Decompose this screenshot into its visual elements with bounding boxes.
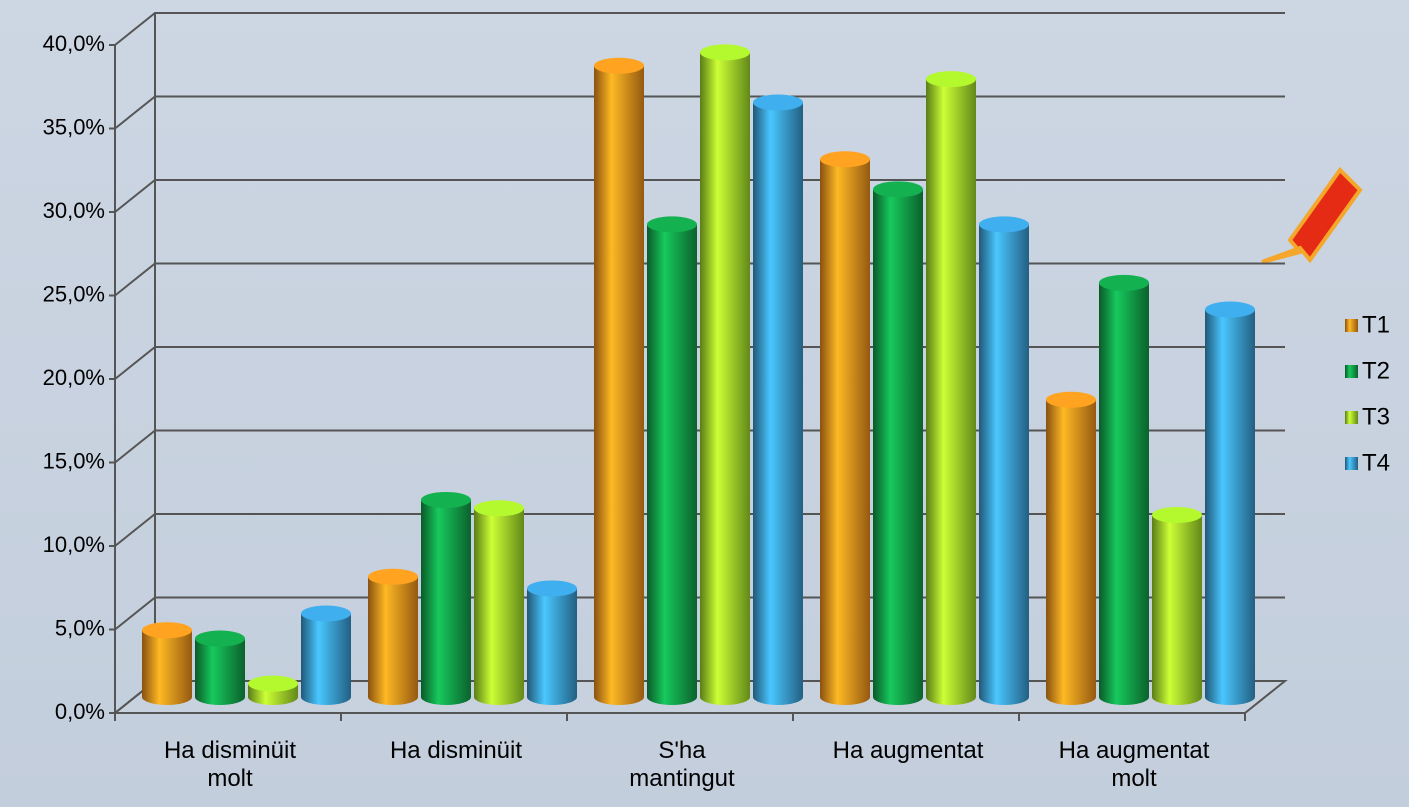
arrow (1261, 166, 1363, 264)
bar (301, 613, 351, 697)
x-tick-label: S'ha mantingut (629, 737, 735, 792)
bar-top (248, 675, 298, 692)
bar-top (1205, 301, 1255, 318)
bar-top (1046, 391, 1096, 408)
y-tick-label: 35,0% (43, 114, 105, 139)
legend-swatch (1345, 365, 1358, 378)
bar-top (647, 216, 697, 233)
bar (979, 224, 1029, 697)
bar-top (474, 500, 524, 517)
bar-top (820, 151, 870, 168)
bar (873, 189, 923, 697)
y-tick-label: 20,0% (43, 365, 105, 390)
bar-top (527, 580, 577, 597)
legend-swatch (1345, 411, 1358, 424)
bar (1152, 514, 1202, 697)
legend-label: T3 (1362, 403, 1390, 430)
bar (1099, 282, 1149, 697)
y-tick-label: 25,0% (43, 281, 105, 306)
bar (647, 224, 697, 697)
bar (753, 102, 803, 698)
legend-label: T4 (1362, 449, 1390, 476)
legend-swatch (1345, 319, 1358, 332)
grid-line (114, 95, 1285, 130)
bar-top (700, 44, 750, 61)
bar-top (195, 630, 245, 647)
bar (195, 638, 245, 697)
y-tick-label: 10,0% (43, 532, 105, 557)
bar (926, 79, 976, 698)
bar-top (368, 568, 418, 585)
bar (1046, 399, 1096, 697)
y-tick-label: 30,0% (43, 198, 105, 223)
legend-label: T1 (1362, 311, 1390, 338)
bar (700, 52, 750, 697)
legend-swatch (1345, 457, 1358, 470)
x-tick-label: Ha disminüit molt (163, 737, 297, 792)
y-tick-label: 40,0% (43, 31, 105, 56)
bar (820, 159, 870, 697)
x-tick-label: Ha augmentat (832, 737, 984, 764)
bar-top (594, 57, 644, 74)
y-tick-label: 5,0% (55, 615, 105, 640)
y-tick-label: 0,0% (55, 699, 105, 724)
bar-top (753, 94, 803, 111)
y-tick-label: 15,0% (43, 448, 105, 473)
x-tick-label: Ha disminüit (389, 737, 523, 764)
bar-top (301, 605, 351, 622)
bar (142, 630, 192, 697)
bar (368, 576, 418, 697)
bar-top (1152, 506, 1202, 523)
legend-label: T2 (1362, 357, 1390, 384)
grid-line (114, 179, 1285, 213)
bar-top (142, 622, 192, 639)
bar (527, 588, 577, 697)
bar-top (1099, 274, 1149, 291)
bar (594, 65, 644, 698)
bar-top (873, 181, 923, 198)
grid-line (114, 12, 1285, 46)
bar (1205, 309, 1255, 697)
bar (474, 508, 524, 697)
bar-top (979, 216, 1029, 233)
x-tick-label: Ha augmentat molt (1058, 737, 1210, 792)
bar (421, 499, 471, 697)
bar-top (926, 71, 976, 88)
bar-top (421, 491, 471, 508)
